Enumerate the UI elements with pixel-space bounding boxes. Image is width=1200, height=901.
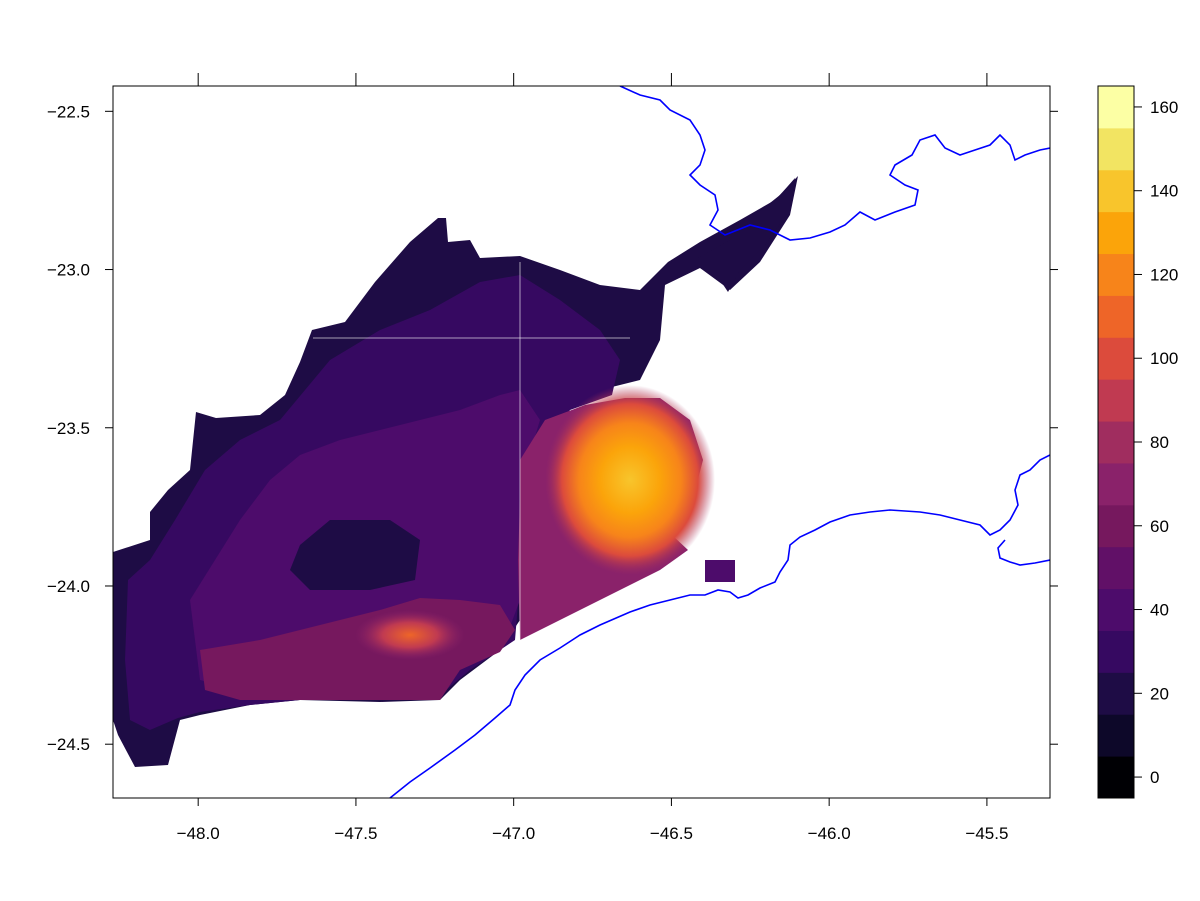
colorbar-tick-label: 120 [1150, 265, 1178, 284]
colorbar-swatch [1098, 86, 1134, 129]
coastline-overlay [389, 86, 1050, 798]
colorbar-tick-label: 40 [1150, 601, 1169, 620]
x-tick-label: −47.5 [334, 824, 377, 843]
x-tick-label: −45.5 [965, 824, 1008, 843]
y-tick-label: −22.5 [47, 102, 90, 121]
y-tick-label: −23.0 [47, 261, 90, 280]
colorbar-swatch [1098, 295, 1134, 338]
colorbar-tick-label: 100 [1150, 349, 1178, 368]
panel-frame [112, 85, 1051, 799]
x-tick-label: −46.0 [808, 824, 851, 843]
raster-south-hotspot [355, 610, 465, 660]
colorbar-swatch [1098, 672, 1134, 715]
raster-island-small [705, 560, 735, 582]
x-tick-label: −46.5 [650, 824, 693, 843]
colorbar-swatch [1098, 127, 1134, 171]
coastline-north [619, 86, 1050, 241]
x-tick-label: −48.0 [177, 824, 220, 843]
colorbar-swatch [1098, 169, 1134, 213]
x-axis: −48.0 −47.5 −47.0 −46.5 −46.0 −45.5 [177, 73, 1008, 843]
colorbar-swatch [1098, 337, 1134, 380]
colorbar-tick-label: 160 [1150, 98, 1178, 117]
colorbar-tick-label: 0 [1150, 768, 1159, 787]
colorbar-tick-label: 80 [1150, 433, 1169, 452]
colorbar-tick-label: 20 [1150, 684, 1169, 703]
raster-east-hotspot [545, 385, 715, 575]
raster-basin [290, 520, 420, 590]
colorbar-swatch [1098, 546, 1134, 590]
x-tick-label: −47.0 [492, 824, 535, 843]
colorbar-swatch [1098, 630, 1134, 673]
colorbar-swatch [1098, 756, 1134, 799]
y-tick-label: −23.5 [47, 419, 90, 438]
colorbar-ticks: 0 20 40 60 80 100 120 140 160 [1134, 98, 1178, 787]
colorbar-swatch [1098, 462, 1134, 506]
colorbar-swatch [1098, 588, 1134, 631]
y-axis: −22.5 −23.0 −23.5 −24.0 −24.5 [47, 102, 1058, 754]
colorbar-tick-label: 140 [1150, 182, 1178, 201]
raster-field [113, 176, 798, 767]
colorbar-swatch [1098, 253, 1134, 296]
colorbar-swatch [1098, 421, 1134, 464]
y-tick-label: −24.0 [47, 577, 90, 596]
raster-island-ne [698, 178, 795, 292]
colorbar [1098, 86, 1134, 799]
y-tick-label: −24.5 [47, 735, 90, 754]
coastline-east [389, 454, 1050, 798]
colorbar-swatch [1098, 714, 1134, 757]
colorbar-swatch [1098, 379, 1134, 422]
colorbar-tick-label: 60 [1150, 517, 1169, 536]
colorbar-swatch [1098, 504, 1134, 548]
coastline-far-east [997, 539, 1050, 566]
colorbar-swatch [1098, 211, 1134, 255]
